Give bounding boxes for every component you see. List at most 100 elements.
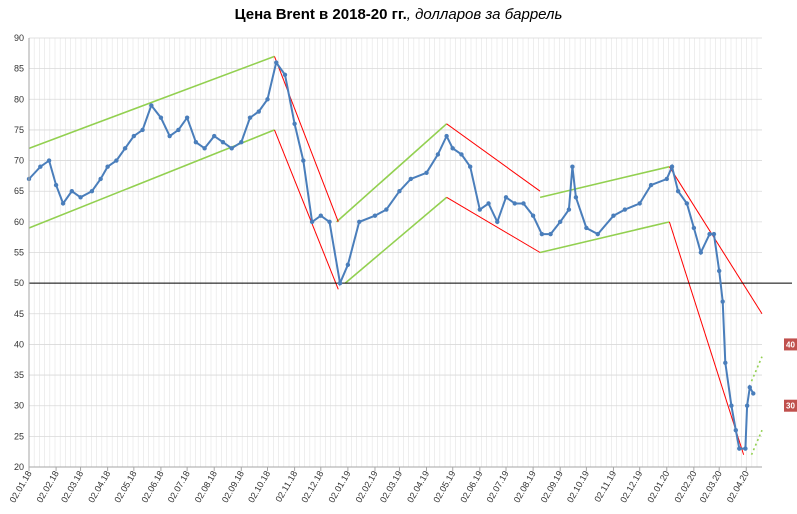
- data-point: [239, 139, 244, 145]
- annotation-label: 30: [786, 402, 795, 411]
- data-point: [512, 201, 517, 206]
- data-point: [723, 360, 728, 366]
- y-tick-label: 40: [14, 339, 24, 349]
- data-point: [337, 280, 343, 286]
- data-point: [684, 201, 690, 206]
- y-tick-label: 25: [14, 431, 24, 441]
- data-point: [747, 385, 752, 390]
- data-point: [345, 262, 351, 267]
- data-point: [158, 115, 164, 120]
- y-tick-label: 30: [14, 401, 24, 411]
- y-tick-labels: 20 25 30 35 40 45 50 55 60 65 70 75 80 85 90: [14, 33, 24, 472]
- data-point: [89, 189, 95, 194]
- data-point: [220, 139, 226, 145]
- data-point: [176, 127, 181, 133]
- data-point: [729, 403, 734, 408]
- data-point: [167, 133, 172, 139]
- data-point: [744, 403, 750, 408]
- data-point: [282, 72, 288, 77]
- data-point: [69, 189, 75, 194]
- trend-line-green: [344, 196, 448, 284]
- data-point: [648, 182, 654, 188]
- data-point: [675, 189, 681, 194]
- data-point: [140, 127, 145, 133]
- data-point: [711, 231, 717, 237]
- trend-line-green: [28, 55, 275, 150]
- x-tick-label: 02.03.18: [59, 469, 85, 504]
- data-point: [467, 164, 473, 169]
- data-point: [737, 446, 742, 451]
- data-point: [397, 189, 402, 194]
- data-point: [716, 268, 722, 274]
- data-point: [566, 207, 572, 212]
- data-point: [212, 133, 217, 139]
- y-tick-label: 60: [14, 217, 24, 227]
- y-tick-label: 50: [14, 278, 24, 288]
- data-point: [503, 195, 509, 200]
- x-tick-label: 02.01.18: [8, 469, 34, 504]
- data-point: [309, 219, 315, 225]
- data-point: [707, 231, 712, 237]
- x-tick-label: 02.08.19: [512, 469, 538, 504]
- x-tick-label: 02.07.19: [485, 469, 511, 504]
- data-point: [114, 158, 119, 163]
- trend-line-red: [446, 123, 541, 192]
- x-tick-label: 02.12.19: [618, 469, 644, 504]
- x-tick-label: 02.04.18: [86, 469, 112, 504]
- data-point: [184, 115, 190, 120]
- data-point: [539, 231, 545, 237]
- annotations: 40 30: [784, 338, 797, 412]
- data-point: [327, 219, 332, 225]
- x-tick-label: 02.01.20: [645, 469, 671, 504]
- x-tick-label: 02.04.20: [725, 469, 751, 504]
- data-point: [435, 152, 441, 157]
- data-point: [122, 146, 128, 151]
- data-point: [495, 219, 500, 225]
- data-point: [637, 201, 642, 206]
- trend-line-green: [539, 221, 670, 254]
- data-point: [450, 146, 455, 151]
- y-tick-label: 85: [14, 64, 24, 74]
- data-point: [698, 250, 704, 255]
- data-point: [53, 182, 59, 188]
- data-point: [247, 115, 253, 120]
- trend-line-red: [446, 196, 541, 253]
- data-point: [622, 207, 628, 212]
- data-point: [78, 195, 83, 200]
- data-point: [202, 146, 207, 151]
- data-point: [424, 170, 429, 176]
- data-point: [98, 176, 103, 182]
- x-tick-label: 02.06.18: [139, 469, 165, 504]
- y-tick-label: 80: [14, 94, 24, 104]
- x-tick-label: 02.06.19: [458, 469, 484, 504]
- trend-line-green: [335, 123, 448, 223]
- data-point: [105, 164, 110, 169]
- y-tick-label: 75: [14, 125, 24, 135]
- trend-line-red: [274, 129, 339, 290]
- x-tick-label: 02.09.18: [220, 469, 246, 504]
- data-point: [357, 219, 362, 225]
- data-point: [256, 109, 261, 114]
- data-point: [548, 231, 553, 237]
- data-point: [595, 231, 600, 237]
- data-point: [459, 152, 464, 157]
- data-point: [229, 146, 234, 151]
- data-point: [131, 133, 137, 139]
- x-tick-label: 02.10.18: [246, 469, 272, 504]
- data-point: [751, 391, 756, 396]
- x-tick-label: 02.07.18: [166, 469, 192, 504]
- x-tick-label: 02.11.19: [592, 469, 618, 504]
- y-tick-label: 35: [14, 370, 24, 380]
- data-point: [444, 133, 449, 139]
- chart-title-subtitle: , долларов за баррель: [406, 6, 563, 23]
- data-point: [60, 201, 66, 206]
- y-tick-label: 45: [14, 309, 24, 319]
- data-point: [664, 176, 669, 182]
- trend-line-green: [539, 165, 670, 199]
- x-tick-label: 02.08.18: [193, 469, 219, 504]
- data-point: [573, 195, 579, 200]
- data-point: [274, 60, 279, 65]
- data-point: [611, 213, 616, 218]
